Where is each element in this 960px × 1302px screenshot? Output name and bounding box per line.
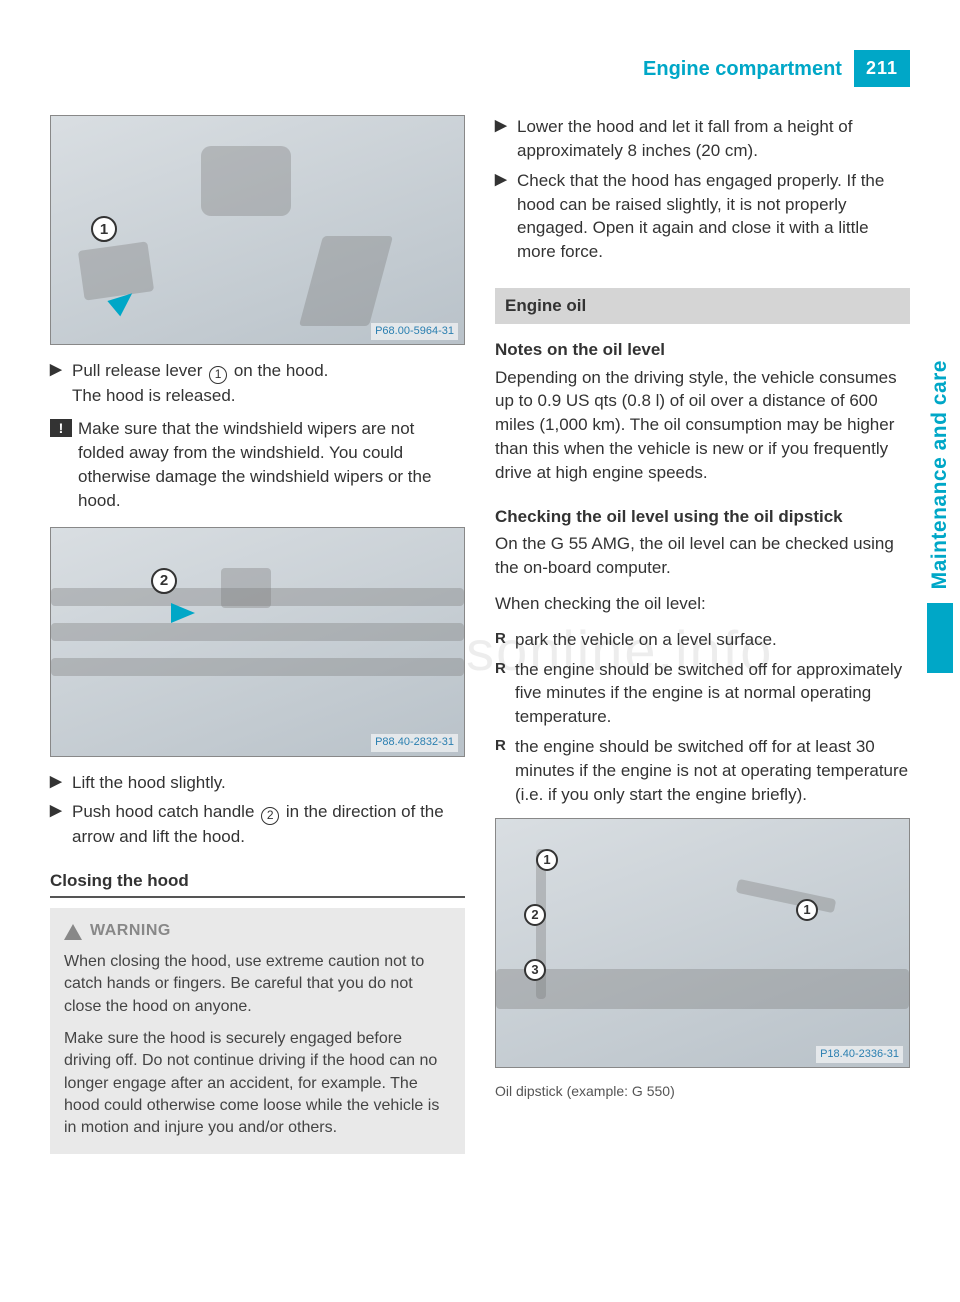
subheading-notes-oil: Notes on the oil level: [495, 338, 910, 362]
circled-ref-2: 2: [261, 807, 279, 825]
figure-oil-dipstick: 1 2 3 1 P18.40-2336-31: [495, 818, 910, 1068]
figure-caption: Oil dipstick (example: G 550): [495, 1082, 910, 1102]
paragraph: Depending on the driving style, the vehi…: [495, 366, 910, 485]
step-text: Lift the hood slightly.: [72, 771, 465, 795]
step-text: Check that the hood has engaged properly…: [517, 169, 910, 264]
subheading-check-dipstick: Checking the oil level using the oil dip…: [495, 505, 910, 529]
step-text: Pull release lever 1 on the hood. The ho…: [72, 359, 465, 407]
step-lift-hood: ▶ Lift the hood slightly.: [50, 771, 465, 795]
bullet-icon: R: [495, 658, 515, 729]
circled-ref-1: 1: [209, 366, 227, 384]
warning-heading: WARNING: [64, 920, 451, 942]
paragraph: When checking the oil level:: [495, 592, 910, 616]
content-columns: 1 P68.00-5964-31 ▶ Pull release lever 1 …: [50, 115, 910, 1154]
bullet-list: R park the vehicle on a level surface. R…: [495, 628, 910, 807]
warning-triangle-icon: [64, 924, 82, 940]
step-marker-icon: ▶: [50, 800, 72, 848]
warning-label: WARNING: [90, 920, 171, 942]
list-item: R the engine should be switched off for …: [495, 735, 910, 806]
step-text: Lower the hood and let it fall from a he…: [517, 115, 910, 163]
right-column: ▶ Lower the hood and let it fall from a …: [495, 115, 910, 1154]
header-title: Engine compartment: [643, 55, 842, 83]
warning-paragraph: Make sure the hood is securely engaged b…: [64, 1028, 451, 1140]
figure-ref: P68.00-5964-31: [371, 323, 458, 340]
list-text: the engine should be switched off for ap…: [515, 658, 910, 729]
warning-paragraph: When closing the hood, use extreme cauti…: [64, 951, 451, 1018]
list-item: R the engine should be switched off for …: [495, 658, 910, 729]
side-tab: Maintenance and care: [920, 360, 960, 673]
step-marker-icon: ▶: [50, 359, 72, 407]
bullet-icon: R: [495, 628, 515, 652]
warning-box: WARNING When closing the hood, use extre…: [50, 908, 465, 1154]
figure-hood-catch: 2 P88.40-2832-31: [50, 527, 465, 757]
arrow-icon: [171, 603, 195, 623]
step-lower-hood: ▶ Lower the hood and let it fall from a …: [495, 115, 910, 163]
note-text: Make sure that the windshield wipers are…: [78, 417, 465, 512]
callout-1b: 1: [796, 899, 818, 921]
page-number: 211: [854, 50, 910, 87]
figure-hood-release-lever: 1 P68.00-5964-31: [50, 115, 465, 345]
bullet-icon: R: [495, 735, 515, 806]
list-text: park the vehicle on a level surface.: [515, 628, 910, 652]
section-engine-oil: Engine oil: [495, 288, 910, 324]
figure-ref: P18.40-2336-31: [816, 1046, 903, 1063]
step-marker-icon: ▶: [495, 169, 517, 264]
step-marker-icon: ▶: [495, 115, 517, 163]
caution-note: ! Make sure that the windshield wipers a…: [50, 417, 465, 512]
text-fragment: Push hood catch handle: [72, 802, 259, 821]
figure-ref: P88.40-2832-31: [371, 734, 458, 751]
side-tab-bar: [927, 603, 953, 673]
callout-1: 1: [91, 216, 117, 242]
step-push-catch: ▶ Push hood catch handle 2 in the direct…: [50, 800, 465, 848]
page-container: Engine compartment 211 Maintenance and c…: [0, 0, 960, 1194]
page-header: Engine compartment 211: [50, 50, 910, 87]
subheading-closing-hood: Closing the hood: [50, 869, 465, 899]
paragraph: On the G 55 AMG, the oil level can be ch…: [495, 532, 910, 580]
side-tab-label: Maintenance and care: [925, 360, 954, 589]
list-text: the engine should be switched off for at…: [515, 735, 910, 806]
left-column: 1 P68.00-5964-31 ▶ Pull release lever 1 …: [50, 115, 465, 1154]
callout-2: 2: [151, 568, 177, 594]
text-fragment: on the hood.: [229, 361, 328, 380]
text-fragment: Pull release lever: [72, 361, 207, 380]
step-text: Push hood catch handle 2 in the directio…: [72, 800, 465, 848]
caution-icon: !: [50, 419, 72, 437]
step-continuation: The hood is released.: [72, 384, 465, 408]
step-pull-release: ▶ Pull release lever 1 on the hood. The …: [50, 359, 465, 407]
step-marker-icon: ▶: [50, 771, 72, 795]
step-check-hood: ▶ Check that the hood has engaged proper…: [495, 169, 910, 264]
callout-1: 1: [536, 849, 558, 871]
list-item: R park the vehicle on a level surface.: [495, 628, 910, 652]
